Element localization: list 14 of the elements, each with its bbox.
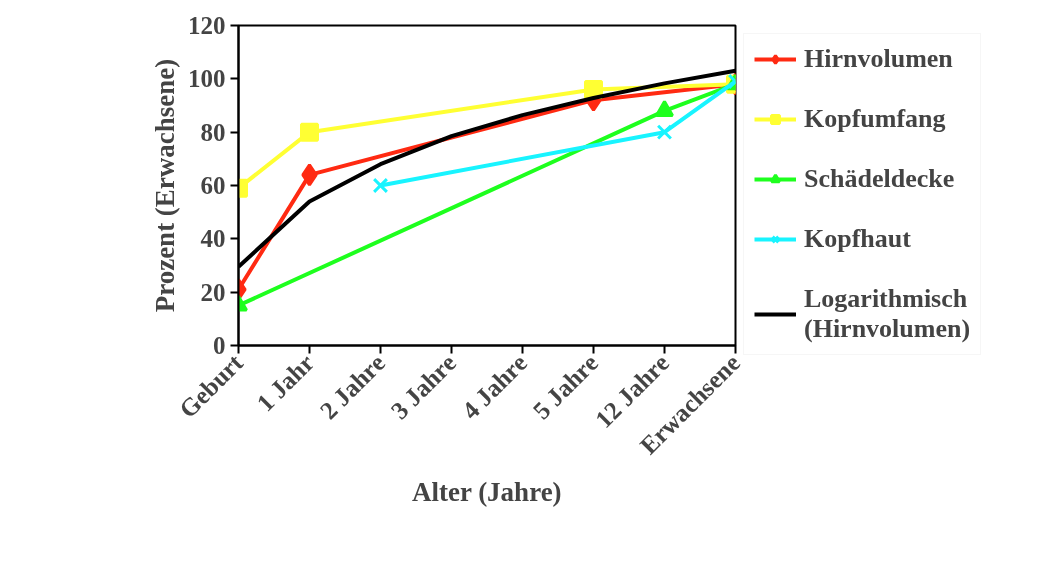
legend-label: Logarithmisch (Hirnvolumen): [804, 284, 971, 344]
legend-label: Hirnvolumen: [804, 44, 953, 74]
y-tick-label: 80: [200, 118, 226, 146]
y-tick-label: 100: [188, 65, 226, 93]
y-tick-label: 120: [188, 12, 226, 39]
x-axis-title: Alter (Jahre): [411, 476, 562, 507]
legend-label: Schädeldecke: [804, 164, 955, 194]
y-tick-label: 0: [213, 332, 226, 359]
y-tick-label: 20: [200, 278, 226, 306]
legend-label: Kopfhaut: [804, 224, 911, 254]
y-tick-label: 40: [200, 225, 226, 253]
legend-label: Kopfumfang: [804, 104, 946, 134]
y-axis-title: Prozent (Erwachsene): [150, 58, 180, 313]
y-tick-label: 60: [200, 172, 226, 199]
